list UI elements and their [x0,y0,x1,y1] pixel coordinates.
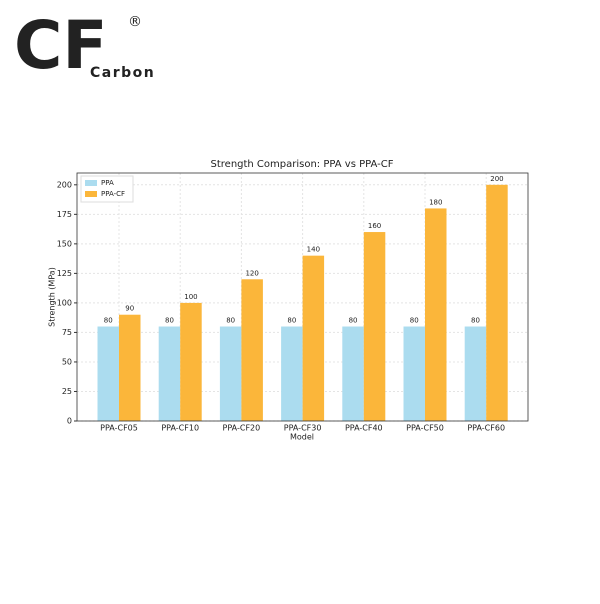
value-label: 160 [368,222,381,230]
value-label: 80 [471,317,480,325]
y-tick-label: 0 [67,417,72,426]
value-label: 80 [104,317,113,325]
x-tick-label: PPA-CF20 [223,424,261,433]
legend-label: PPA [101,179,114,187]
legend-label: PPA-CF [101,190,125,198]
y-tick-label: 200 [57,180,72,189]
legend-swatch [85,191,97,197]
bar [363,232,386,421]
x-tick-label: PPA-CF60 [467,424,505,433]
x-tick-label: PPA-CF50 [406,424,444,433]
bar [403,326,425,421]
bar [241,279,263,421]
bar [281,326,303,421]
bar [302,255,325,421]
value-label: 80 [226,317,235,325]
logo-mark: CF [14,7,108,84]
x-tick-label: PPA-CF10 [161,424,199,433]
logo: CF ® Carbon [14,7,155,84]
value-label: 80 [287,317,296,325]
logo-name: Carbon [90,65,155,81]
y-tick-label: 125 [57,269,72,278]
value-label: 200 [490,175,503,183]
y-tick-label: 150 [57,239,72,248]
bar [464,326,487,421]
chart-title: Strength Comparison: PPA vs PPA-CF [211,159,394,170]
value-label: 90 [125,305,134,313]
value-label: 100 [184,293,197,301]
legend-swatch [85,180,97,186]
value-label: 180 [429,198,442,206]
value-label: 140 [307,246,320,254]
bar [158,326,181,421]
bar [97,326,119,421]
bar [486,184,508,421]
value-label: 80 [165,317,174,325]
x-tick-label: PPA-CF05 [100,424,138,433]
bar [342,326,364,421]
y-tick-label: 50 [62,357,72,366]
value-label: 80 [349,317,358,325]
y-axis-label: Strength (MPa) [48,267,57,327]
y-tick-label: 175 [57,210,72,219]
y-tick-label: 100 [57,298,72,307]
value-label: 80 [410,317,419,325]
bar [425,208,447,421]
value-label: 120 [245,269,258,277]
bar [219,326,242,421]
bar [180,302,202,421]
x-tick-label: PPA-CF30 [284,424,322,433]
axes-frame [76,172,529,422]
x-axis-label: Model [290,433,314,442]
bar [119,314,141,421]
x-tick-label: PPA-CF40 [345,424,383,433]
logo-registered: ® [128,14,142,30]
y-tick-label: 25 [62,387,72,396]
y-tick-label: 75 [62,328,72,337]
